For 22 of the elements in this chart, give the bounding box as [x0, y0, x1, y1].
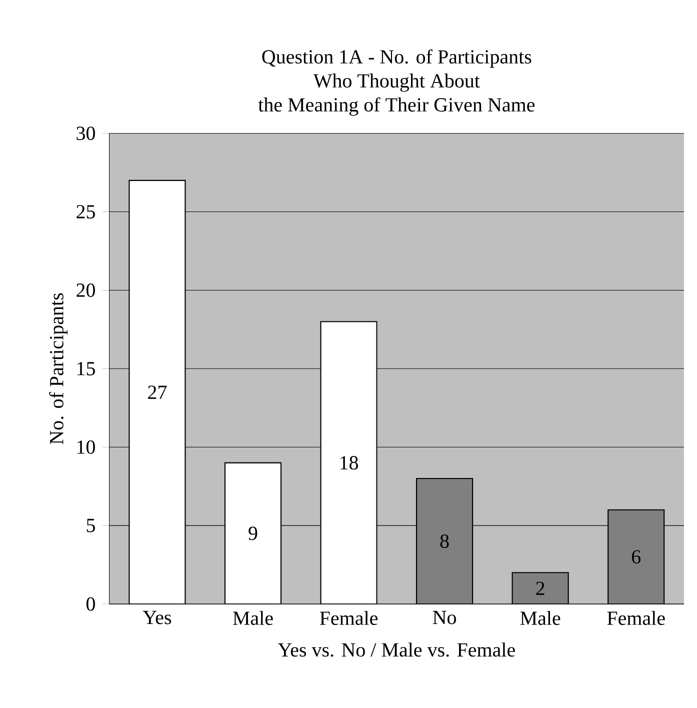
x-tick-label: Yes [142, 610, 172, 624]
y-tick-label: 0 [86, 597, 95, 611]
y-axis-title: No. of Participants [49, 293, 68, 444]
x-tick-label: No [432, 610, 456, 624]
data-label: 27 [148, 386, 167, 399]
x-axis-title: Yes vs. No / Male vs. Female [278, 642, 515, 657]
y-tick-label: 15 [77, 362, 95, 376]
y-tick-label: 20 [76, 283, 95, 297]
data-label: 2 [536, 582, 544, 595]
x-tick-label: Male [520, 610, 560, 625]
chart-title: Question 1A - No. of Participants Who Thought About the Meaning of Their Given Name [258, 49, 535, 116]
data-label: 9 [248, 526, 258, 540]
data-label: 18 [340, 456, 358, 470]
y-tick-label: 5 [86, 518, 95, 532]
x-tick-label: Female [607, 610, 665, 625]
x-tick-label: Male [233, 610, 273, 625]
x-tick-label: Female [320, 610, 378, 625]
data-label: 8 [440, 534, 449, 548]
y-tick-label: 30 [76, 126, 95, 140]
y-tick-label: 25 [76, 205, 95, 218]
data-label: 6 [632, 550, 641, 564]
y-tick-label: 10 [77, 440, 95, 454]
